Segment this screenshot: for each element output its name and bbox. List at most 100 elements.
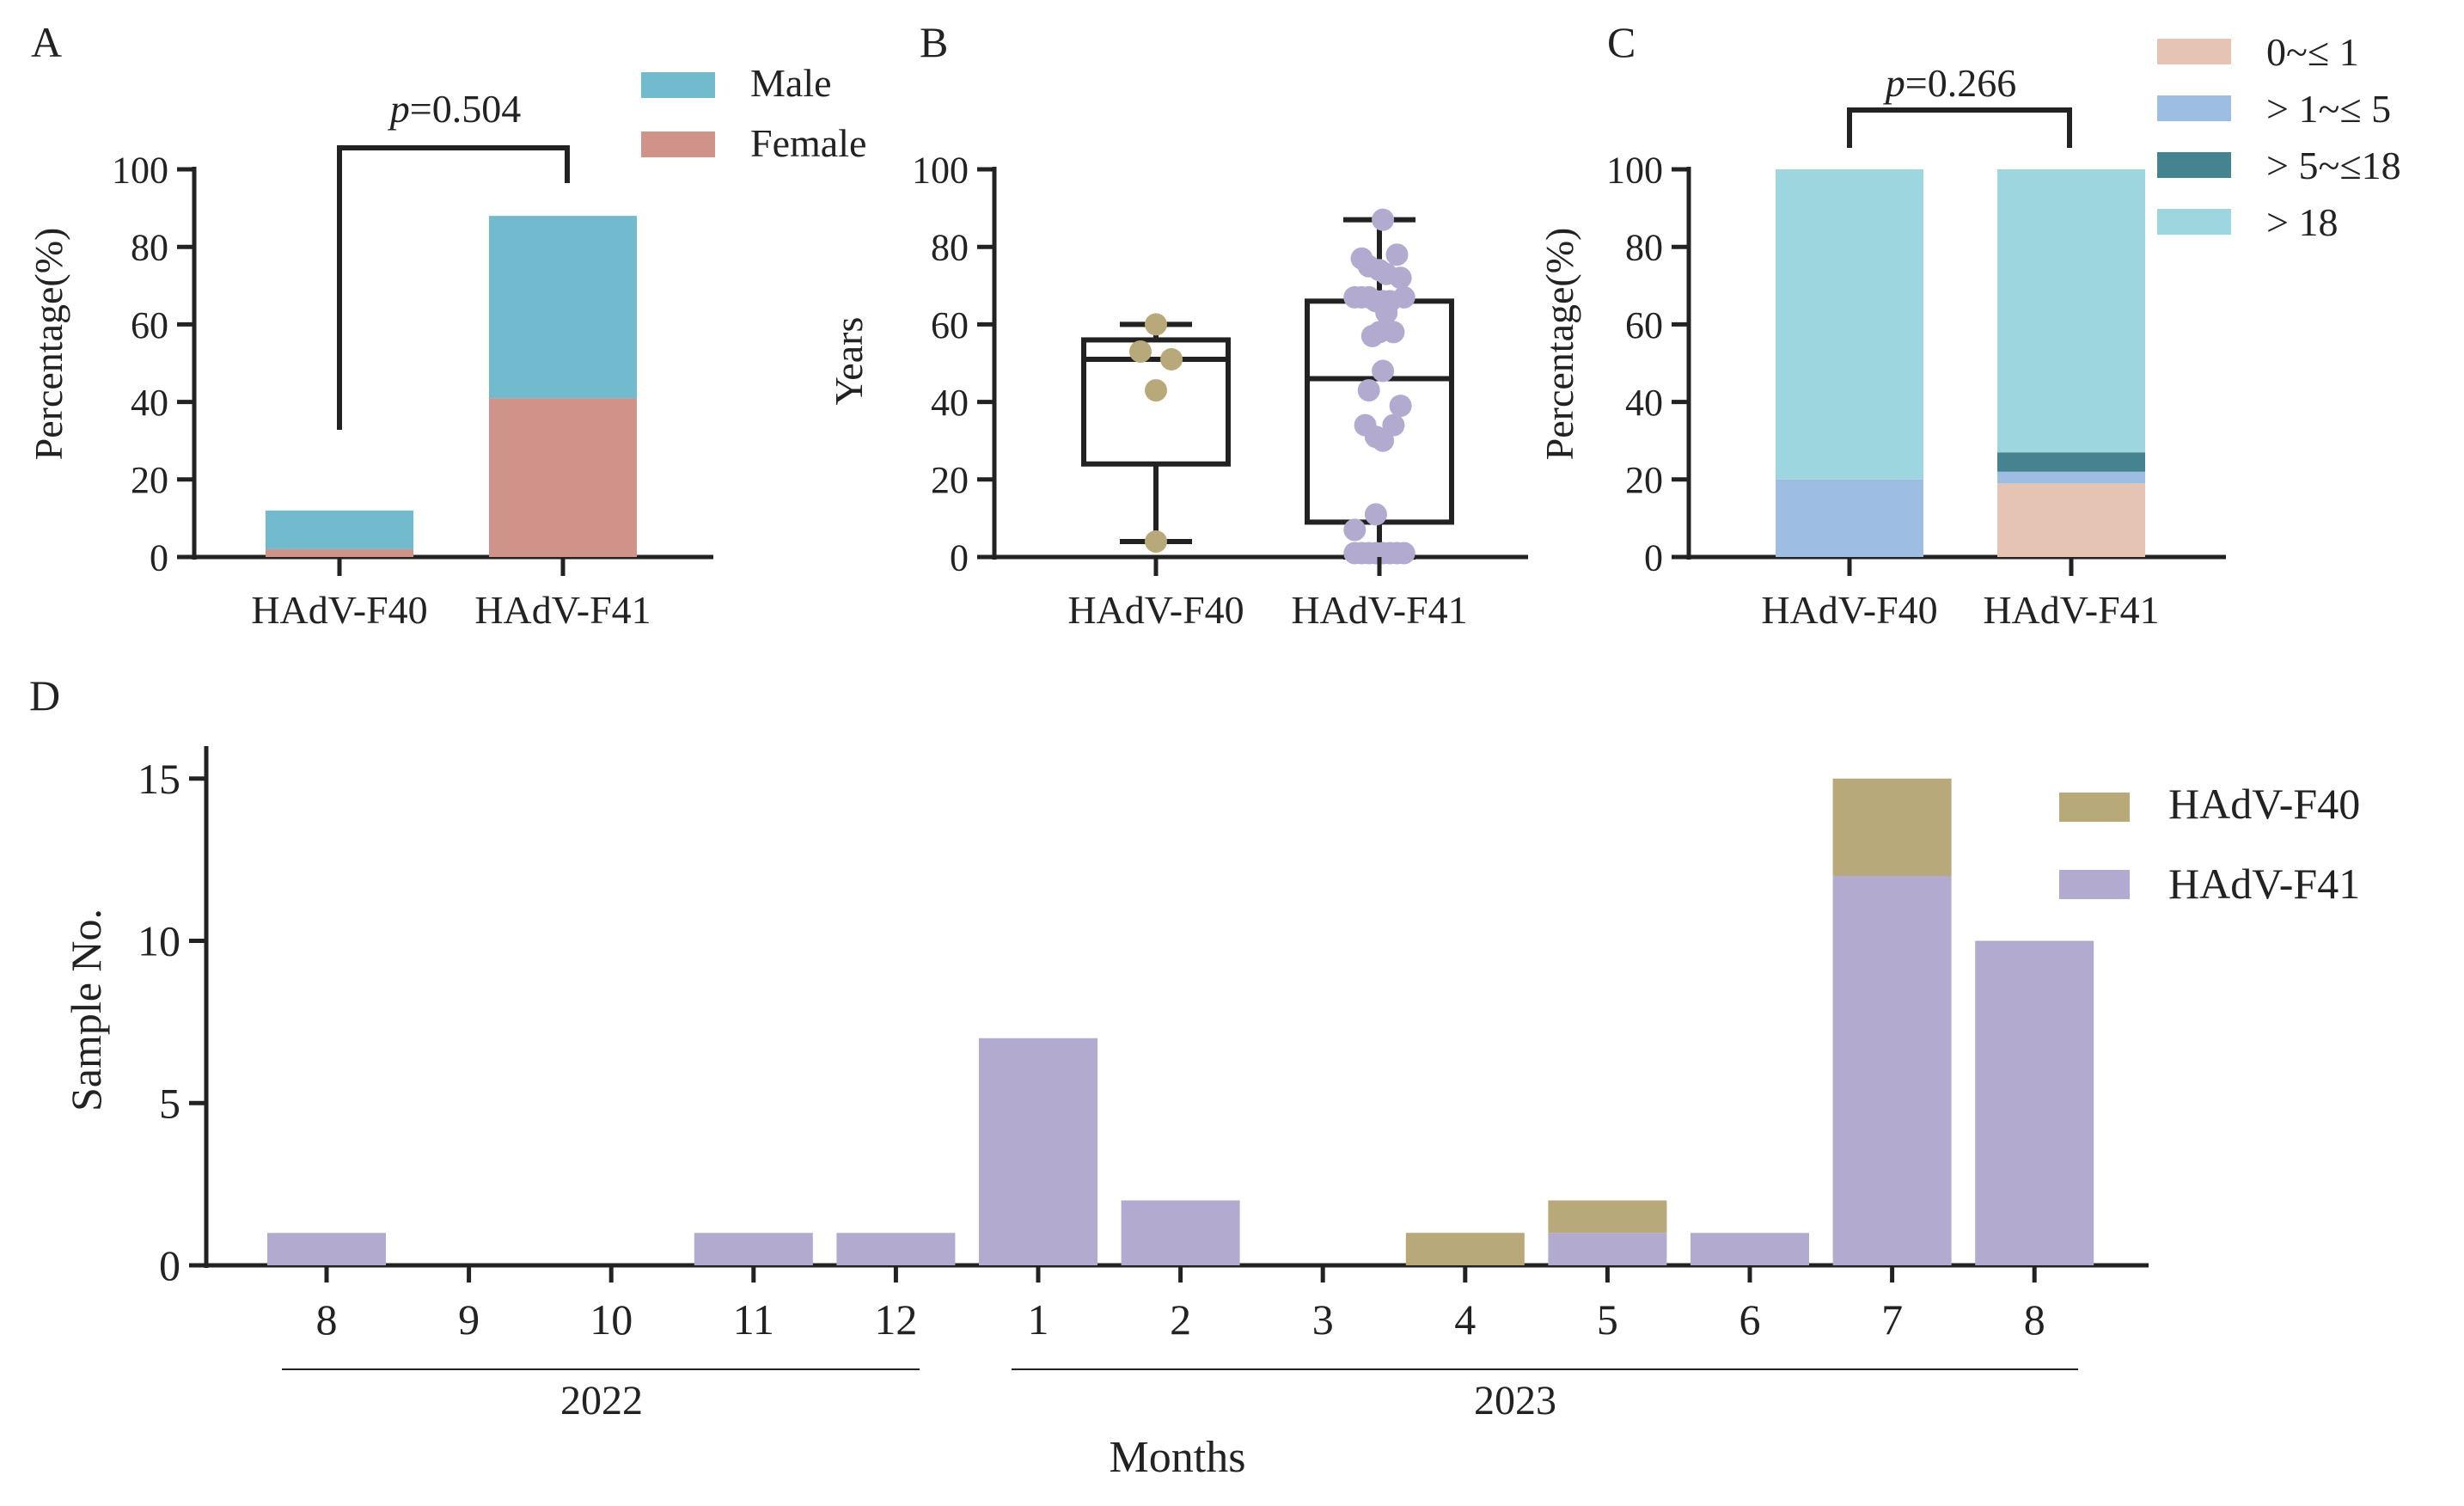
panel-c-xtick-label-1: HAdV-F40 xyxy=(1761,588,1937,632)
panel-d-bar-10-hadvf41 xyxy=(1548,1233,1667,1265)
panel-b-xtick-label-2: HAdV-F41 xyxy=(1291,588,1467,632)
panel-b-point-2-1 xyxy=(1372,208,1395,231)
panel-c-legend-swatch-2 xyxy=(2157,95,2231,121)
panel-letter-c: C xyxy=(1607,18,1636,66)
panel-a-xtick-label-1: HAdV-F40 xyxy=(251,588,427,632)
panel-a-bar-2-male xyxy=(489,216,637,399)
panel-b-point-2-5 xyxy=(1385,243,1409,266)
panel-b-ytick-label-80: 80 xyxy=(931,227,969,269)
panel-d-xtick-label-2: 9 xyxy=(458,1295,480,1344)
panel-a-pvalue: p=0.504 xyxy=(388,87,521,131)
panel-c-ytick-label-40: 40 xyxy=(1625,382,1663,424)
panel-letter-b: B xyxy=(920,18,948,66)
panel-c-bar-2-01 xyxy=(1997,483,2145,557)
panel-c-chart: Percentage(%) p=0.266 0~≤ 1 > 1~≤ 5 > 5~… xyxy=(1538,30,2401,632)
panel-b-box-1 xyxy=(1081,337,1231,467)
panel-d-bar-11-hadvf41 xyxy=(1691,1233,1809,1265)
panel-a-xtick-label-2: HAdV-F41 xyxy=(474,588,651,632)
panel-c-significance-bracket xyxy=(1847,107,2072,148)
panel-c-legend-label-4: > 18 xyxy=(2266,200,2338,244)
panel-c-bar-2-15 xyxy=(1997,471,2145,484)
panel-d-xtick-label-4: 11 xyxy=(733,1295,774,1344)
panel-d-xtick-label-11: 6 xyxy=(1739,1295,1761,1344)
panel-d-year-label-2022: 2022 xyxy=(560,1378,643,1423)
panel-c-bar-1-15 xyxy=(1776,479,1923,557)
panel-b-point-2-20 xyxy=(1357,379,1380,402)
panel-a-ylabel: Percentage(%) xyxy=(27,228,70,461)
panel-d-xtick-label-10: 5 xyxy=(1597,1295,1618,1344)
panel-c-legend-label-2: > 1~≤ 5 xyxy=(2266,87,2391,131)
panel-a-legend-swatch-female xyxy=(641,132,715,157)
panel-b-point-2-19 xyxy=(1372,359,1395,383)
panel-b-point-2-25 xyxy=(1372,429,1395,452)
panel-a-ytick-label-80: 80 xyxy=(131,227,168,269)
panel-b-point-2-21 xyxy=(1389,395,1412,418)
panel-d-ylabel: Sample No. xyxy=(62,909,110,1111)
panel-c-ytick-label-60: 60 xyxy=(1625,304,1663,346)
panel-d-xtick-label-6: 1 xyxy=(1028,1295,1049,1344)
panel-d-bar-4-hadvf41 xyxy=(694,1233,813,1265)
panel-d-xtick-label-7: 2 xyxy=(1170,1295,1191,1344)
panel-b-point-1-4 xyxy=(1145,379,1167,402)
panel-b-point-2-14 xyxy=(1392,285,1415,309)
panel-c-ytick-label-0: 0 xyxy=(1644,536,1663,579)
panel-d-bar-7-hadvf41 xyxy=(1121,1200,1240,1265)
panel-c-legend-label-1: 0~≤ 1 xyxy=(2266,30,2359,74)
panel-d-bar-13-hadvf41 xyxy=(1975,940,2094,1265)
panel-letter-a: A xyxy=(31,18,62,66)
panel-c-legend-swatch-4 xyxy=(2157,209,2231,235)
panel-a-bar-1-male xyxy=(266,510,413,549)
panel-d-xtick-label-8: 3 xyxy=(1312,1295,1334,1344)
panel-b-ytick-label-40: 40 xyxy=(931,382,969,424)
panel-d-legend-swatch-f40 xyxy=(2059,793,2130,822)
panel-b-point-1-5 xyxy=(1145,530,1167,553)
panel-d-bar-12-hadvf40 xyxy=(1832,778,1952,876)
panel-c-bar-1-18 xyxy=(1776,169,1923,480)
panel-d-xtick-label-3: 10 xyxy=(590,1295,633,1344)
panel-d-ytick-label-0: 0 xyxy=(159,1241,180,1289)
panel-b-ytick-label-100: 100 xyxy=(912,149,969,191)
panel-c-legend-swatch-1 xyxy=(2157,39,2231,64)
panel-d-legend-label-f41: HAdV-F41 xyxy=(2168,860,2360,908)
panel-c-bar-2-518 xyxy=(1997,452,2145,472)
panel-d-ytick-label-5: 5 xyxy=(159,1079,180,1127)
panel-c-ytick-label-20: 20 xyxy=(1625,459,1663,501)
panel-a-legend-label-male: Male xyxy=(750,61,832,105)
panel-d-bar-10-hadvf40 xyxy=(1548,1200,1667,1234)
panel-d-chart: Sample No. Months 2022 2023 HAdV-F40 HAd… xyxy=(62,746,2360,1482)
panel-b-ytick-label-0: 0 xyxy=(950,536,969,579)
panel-d-ytick-label-10: 10 xyxy=(138,917,180,965)
panel-d-bar-5-hadvf41 xyxy=(836,1233,956,1265)
panel-d-bar-12-hadvf41 xyxy=(1832,876,1952,1265)
panel-a-bar-1-female xyxy=(266,548,413,557)
panel-d-xtick-label-13: 8 xyxy=(2024,1295,2045,1344)
panel-c-legend-label-3: > 5~≤18 xyxy=(2266,144,2401,187)
panel-b-point-2-6 xyxy=(1368,259,1391,282)
panel-c-bar-2-18 xyxy=(1997,169,2145,453)
panel-a-legend-swatch-male xyxy=(641,72,715,98)
panel-c-ytick-label-100: 100 xyxy=(1606,149,1663,191)
panel-d-xtick-label-5: 12 xyxy=(874,1295,917,1344)
panel-c-xtick-label-2: HAdV-F41 xyxy=(1983,588,2159,632)
panel-b-ytick-label-60: 60 xyxy=(931,304,969,346)
panel-a-bar-2-female xyxy=(489,398,637,557)
panel-d-bar-6-hadvf41 xyxy=(979,1038,1097,1265)
panel-b-point-2-35 xyxy=(1392,542,1415,565)
panel-b-point-1-3 xyxy=(1160,347,1183,370)
panel-b-point-2-26 xyxy=(1364,503,1387,526)
panel-a-significance-bracket xyxy=(337,145,570,430)
panel-a-legend-label-female: Female xyxy=(750,121,866,165)
panel-d-xtick-label-1: 8 xyxy=(316,1295,338,1344)
panel-b-point-2-27 xyxy=(1343,518,1367,542)
panel-c-pvalue: p=0.266 xyxy=(1883,61,2016,105)
panel-d-legend-label-f40: HAdV-F40 xyxy=(2168,780,2360,828)
panel-b-point-2-7 xyxy=(1389,266,1412,290)
panel-d-xlabel: Months xyxy=(1110,1433,1246,1482)
panel-a-chart: Percentage(%) p=0.504 Male Female HAdV-F… xyxy=(27,61,866,632)
panel-a-ytick-label-20: 20 xyxy=(131,459,168,501)
panel-b-xtick-label-1: HAdV-F40 xyxy=(1067,588,1244,632)
panel-c-ylabel: Percentage(%) xyxy=(1538,228,1581,461)
panel-a-ytick-label-100: 100 xyxy=(112,149,168,191)
panel-b-point-1-2 xyxy=(1128,340,1152,363)
